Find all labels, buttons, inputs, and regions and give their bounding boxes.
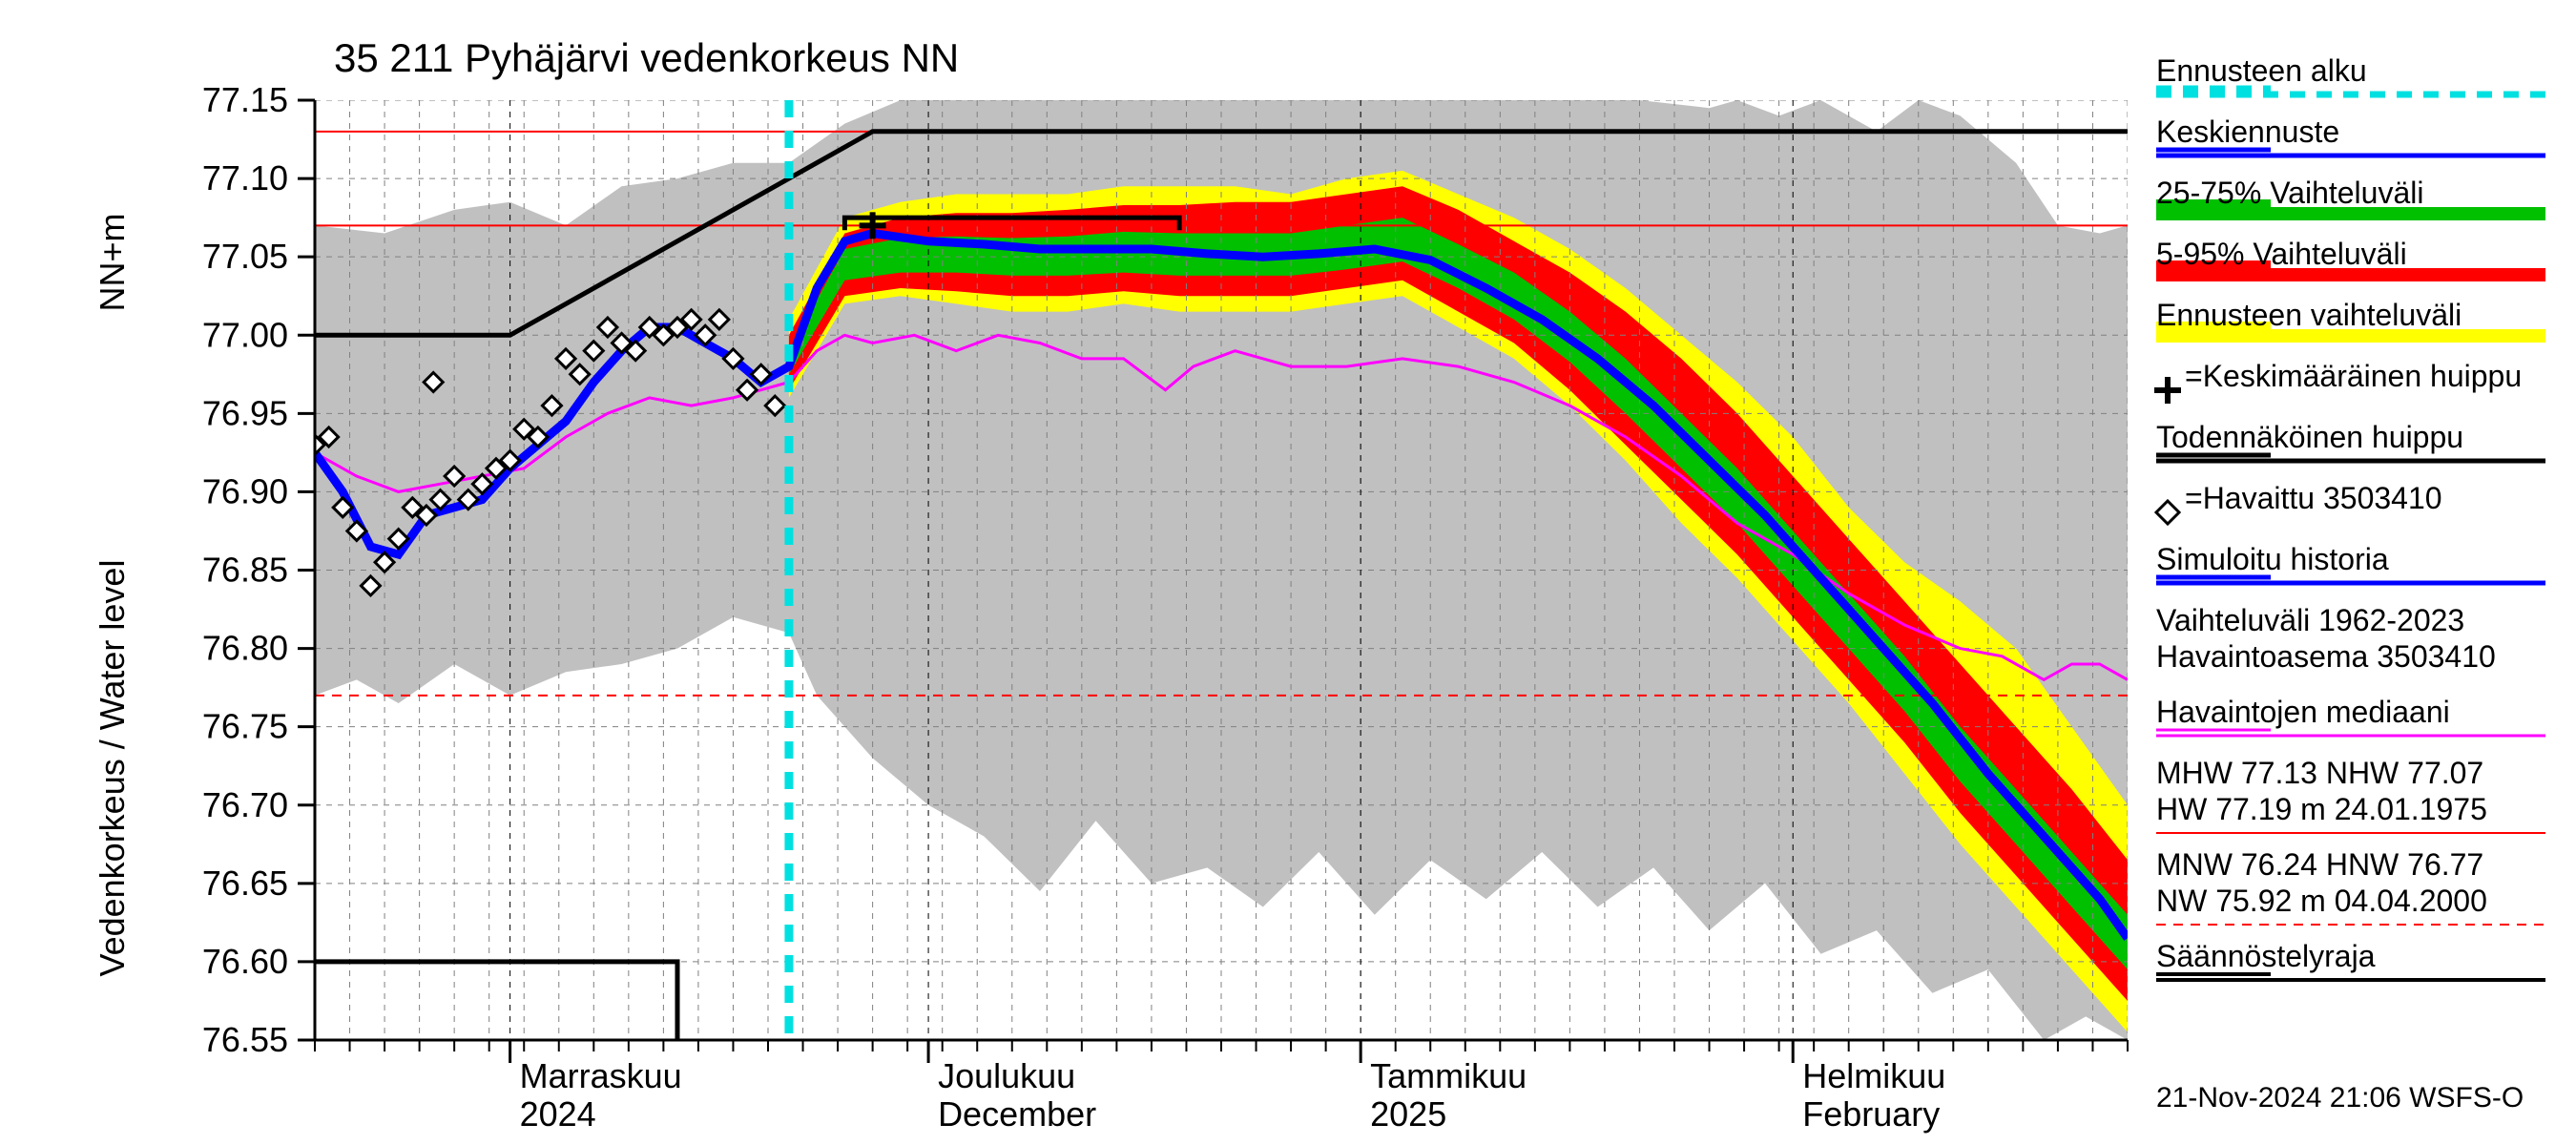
ytick-label: 76.60: [202, 942, 288, 981]
xtick-label-bottom: 2025: [1370, 1094, 1446, 1134]
ytick-label: 76.70: [202, 785, 288, 824]
legend-item-label2: Havaintoasema 3503410: [2156, 639, 2496, 674]
ytick-label: 76.95: [202, 393, 288, 432]
ytick-label: 76.55: [202, 1020, 288, 1059]
legend-item-label: 25-75% Vaihteluväli: [2156, 176, 2423, 210]
legend-item-label: Vaihteluväli 1962-2023: [2156, 603, 2464, 637]
legend-item-label: =Havaittu 3503410: [2185, 481, 2442, 515]
xtick-label-top: Helmikuu: [1802, 1056, 1945, 1095]
ytick-label: 76.80: [202, 629, 288, 668]
ytick-label: 76.75: [202, 707, 288, 746]
xtick-label-top: Marraskuu: [520, 1056, 682, 1095]
xtick-label-top: Joulukuu: [938, 1056, 1075, 1095]
legend-item-label: MHW 77.13 NHW 77.07: [2156, 756, 2483, 790]
legend-item-label: Simuloitu historia: [2156, 542, 2389, 576]
legend-item-label: =Keskimääräinen huippu: [2185, 359, 2522, 393]
chart-title: 35 211 Pyhäjärvi vedenkorkeus NN: [334, 35, 959, 80]
ytick-label: 76.90: [202, 471, 288, 510]
ytick-label: 77.05: [202, 237, 288, 276]
legend-item-label: 5-95% Vaihteluväli: [2156, 237, 2407, 271]
footer-timestamp: 21-Nov-2024 21:06 WSFS-O: [2156, 1082, 2524, 1114]
legend-item-label2: HW 77.19 m 24.01.1975: [2156, 792, 2487, 826]
plot-area: [305, 100, 2128, 1040]
xtick-label-bottom: February: [1802, 1094, 1940, 1134]
yaxis-label-bottom: Vedenkorkeus / Water level: [93, 560, 132, 977]
legend-item-label: Ennusteen vaihteluväli: [2156, 298, 2462, 332]
ytick-label: 77.15: [202, 80, 288, 119]
ytick-label: 77.10: [202, 158, 288, 198]
legend-item-label: Todennäköinen huippu: [2156, 420, 2463, 454]
legend-item-label: Keskiennuste: [2156, 114, 2339, 149]
legend: Ennusteen alku Keskiennuste 25-75% Vaihtel…: [2154, 53, 2545, 980]
legend-item-label: Säännöstelyraja: [2156, 939, 2376, 973]
regulation-lower-line: [315, 962, 677, 1040]
ytick-label: 77.00: [202, 315, 288, 354]
legend-item-label2: NW 75.92 m 04.04.2000: [2156, 884, 2487, 918]
water-level-chart: 35 211 Pyhäjärvi vedenkorkeus NN NN+m Vede…: [0, 0, 2576, 1145]
ytick-label: 76.85: [202, 551, 288, 590]
yaxis-label-top: NN+m: [93, 213, 132, 311]
legend-item-label: Havaintojen mediaani: [2156, 695, 2450, 729]
legend-item-label: MNW 76.24 HNW 76.77: [2156, 847, 2483, 882]
legend-item-label: Ennusteen alku: [2156, 53, 2367, 88]
ytick-label: 76.65: [202, 864, 288, 903]
xtick-label-top: Tammikuu: [1370, 1056, 1527, 1095]
xtick-label-bottom: December: [938, 1094, 1096, 1134]
xtick-label-bottom: 2024: [520, 1094, 596, 1134]
